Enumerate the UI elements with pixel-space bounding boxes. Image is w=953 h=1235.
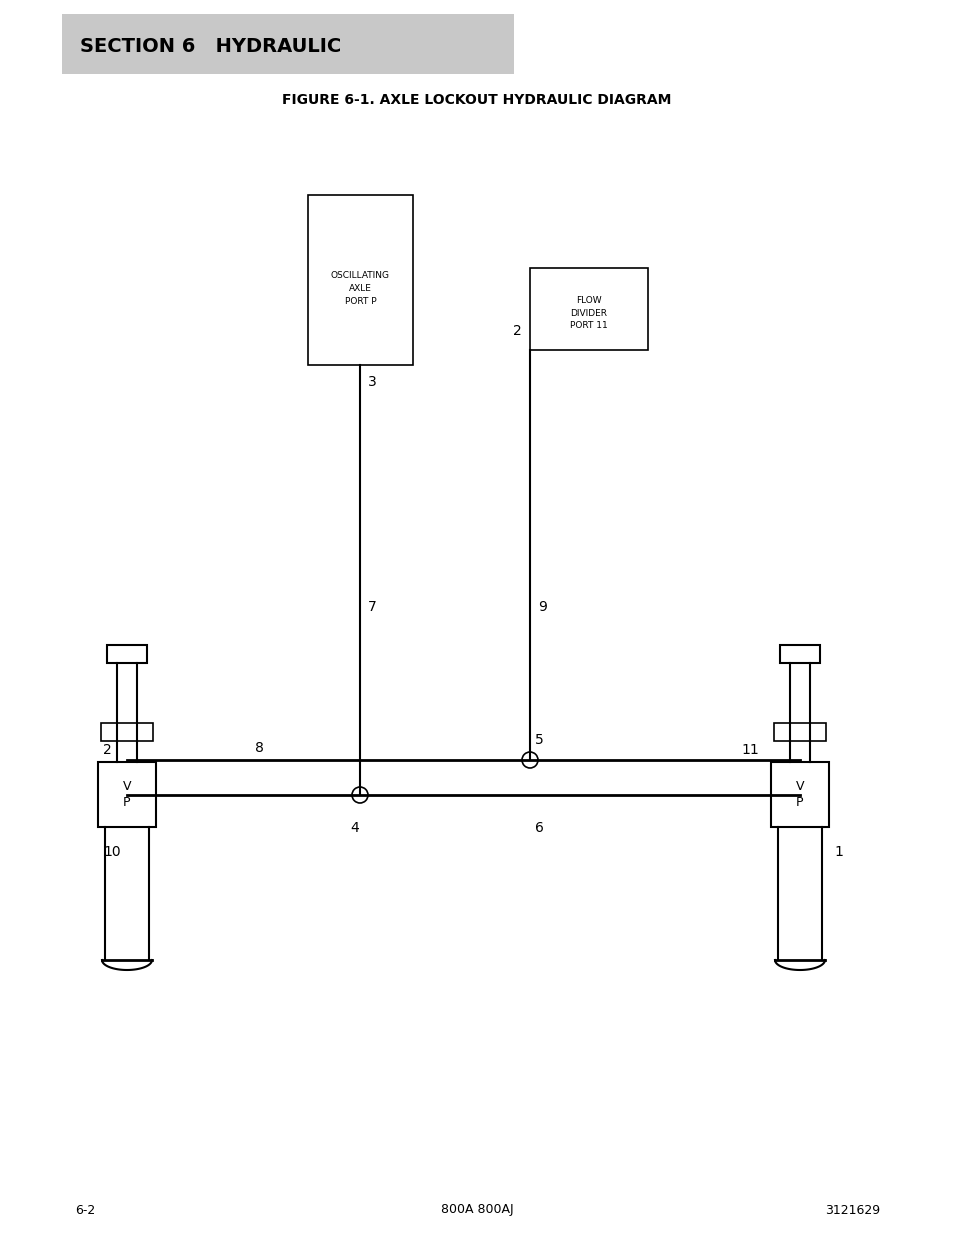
Bar [530, 268, 647, 350]
Text: 9: 9 [537, 600, 546, 614]
Text: 800A 800AJ: 800A 800AJ [440, 1203, 513, 1216]
Text: 5: 5 [535, 734, 543, 747]
Text: 1: 1 [833, 845, 842, 860]
Text: 11: 11 [740, 743, 759, 757]
Text: 2: 2 [513, 324, 521, 338]
Text: SECTION 6   HYDRAULIC: SECTION 6 HYDRAULIC [80, 37, 341, 56]
Circle shape [521, 752, 537, 768]
Text: OSCILLATING
AXLE
PORT P: OSCILLATING AXLE PORT P [331, 272, 390, 305]
Text: FLOW
DIVIDER
PORT 11: FLOW DIVIDER PORT 11 [570, 296, 607, 330]
Bar [107, 645, 147, 663]
Bar [780, 645, 820, 663]
Text: 6-2: 6-2 [75, 1203, 95, 1216]
Bar [773, 722, 825, 741]
Text: 4: 4 [351, 821, 359, 835]
Bar [62, 14, 514, 74]
Bar [770, 762, 828, 827]
Bar [98, 762, 156, 827]
Text: V
P: V P [795, 781, 803, 809]
Text: V
P: V P [123, 781, 132, 809]
Text: 8: 8 [254, 741, 264, 755]
Text: 3: 3 [368, 375, 376, 389]
Text: 7: 7 [368, 600, 376, 614]
Bar [101, 722, 152, 741]
Text: 10: 10 [103, 845, 120, 860]
Circle shape [352, 787, 368, 803]
Text: 6: 6 [535, 821, 543, 835]
Text: 2: 2 [103, 743, 112, 757]
Text: 3121629: 3121629 [824, 1203, 879, 1216]
Text: FIGURE 6-1. AXLE LOCKOUT HYDRAULIC DIAGRAM: FIGURE 6-1. AXLE LOCKOUT HYDRAULIC DIAGR… [282, 93, 671, 107]
Bar [308, 195, 413, 366]
